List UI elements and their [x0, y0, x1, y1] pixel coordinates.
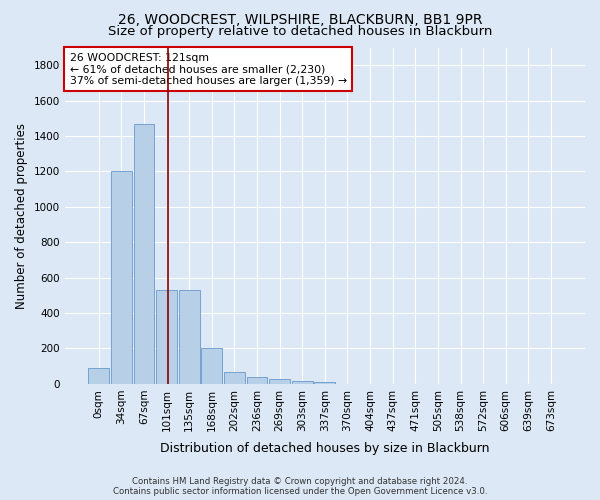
Text: 26 WOODCREST: 121sqm
← 61% of detached houses are smaller (2,230)
37% of semi-de: 26 WOODCREST: 121sqm ← 61% of detached h…: [70, 52, 347, 86]
X-axis label: Distribution of detached houses by size in Blackburn: Distribution of detached houses by size …: [160, 442, 490, 455]
Bar: [269, 379, 290, 384]
Bar: [202, 348, 222, 384]
Bar: [134, 124, 154, 384]
Text: Contains HM Land Registry data © Crown copyright and database right 2024.: Contains HM Land Registry data © Crown c…: [132, 477, 468, 486]
Bar: [247, 377, 268, 384]
Text: Contains public sector information licensed under the Open Government Licence v3: Contains public sector information licen…: [113, 487, 487, 496]
Bar: [111, 172, 132, 384]
Text: 26, WOODCREST, WILPSHIRE, BLACKBURN, BB1 9PR: 26, WOODCREST, WILPSHIRE, BLACKBURN, BB1…: [118, 12, 482, 26]
Bar: [156, 290, 177, 384]
Bar: [224, 372, 245, 384]
Y-axis label: Number of detached properties: Number of detached properties: [15, 122, 28, 308]
Bar: [88, 368, 109, 384]
Bar: [314, 382, 335, 384]
Bar: [292, 380, 313, 384]
Bar: [179, 290, 200, 384]
Text: Size of property relative to detached houses in Blackburn: Size of property relative to detached ho…: [108, 25, 492, 38]
